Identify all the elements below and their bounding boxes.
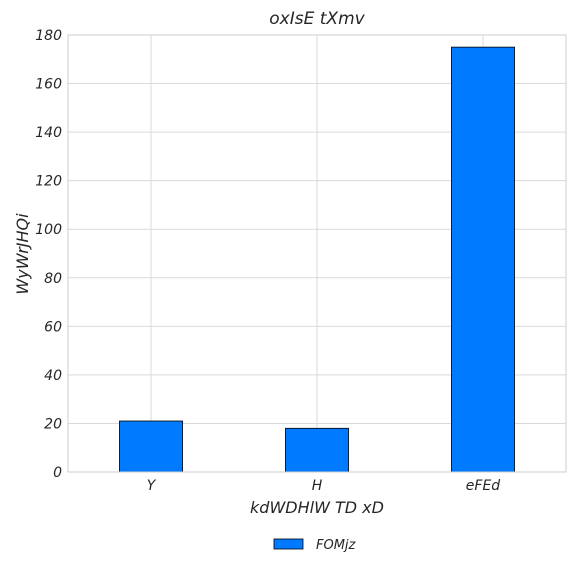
legend: FOMjz <box>273 538 357 553</box>
bar <box>451 46 515 473</box>
y-tick-label: 60 <box>44 319 62 335</box>
y-tick-label: 80 <box>44 271 62 287</box>
x-tick-label: H <box>312 478 323 494</box>
x-tick-label: eFEd <box>466 478 501 494</box>
y-tick-label: 180 <box>35 28 62 44</box>
chart-title: oxIsE tXmv <box>269 9 365 29</box>
bar <box>119 420 183 473</box>
y-tick-label: 160 <box>35 77 62 93</box>
y-tick-label: 100 <box>35 222 62 238</box>
plot-frame <box>67 34 567 473</box>
legend-swatch <box>273 538 304 550</box>
legend-label: FOMjz <box>316 538 357 553</box>
x-tick-label: Y <box>147 478 157 494</box>
y-tick-label: 120 <box>35 174 62 190</box>
y-axis-label: WyWrJHQi <box>13 213 32 295</box>
y-tick-label: 0 <box>53 465 62 481</box>
y-tick-label: 40 <box>44 368 62 384</box>
bar <box>285 427 349 473</box>
y-tick-label: 140 <box>35 125 62 141</box>
y-tick-label: 20 <box>44 416 62 432</box>
x-axis-label: kdWDHlW TD xD <box>250 498 384 517</box>
bars-layer <box>119 46 515 473</box>
